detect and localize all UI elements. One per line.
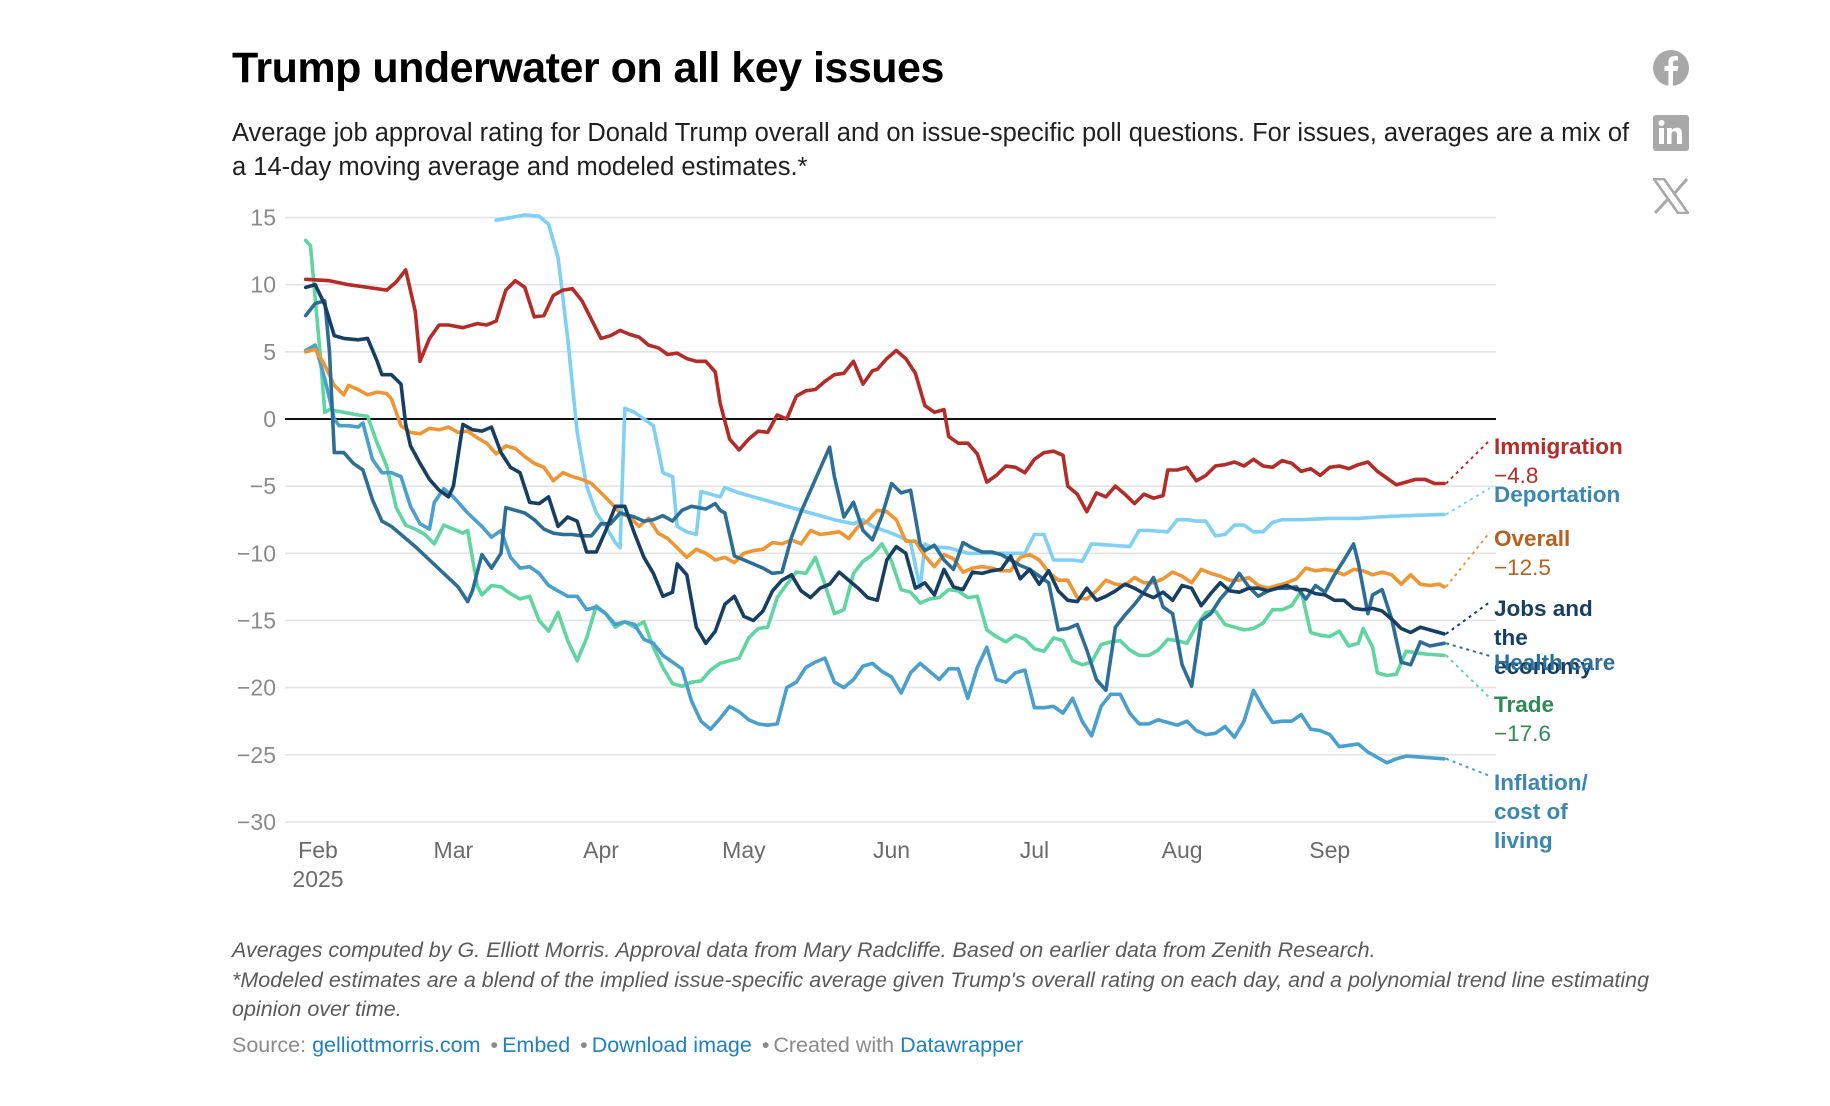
facebook-icon [1653,50,1689,86]
series-line-trade [303,238,1446,689]
y-tick-label: −20 [237,675,276,701]
series-line-jobs-and-the-economy [303,282,1446,646]
x-tick-label: Sep [1309,837,1350,863]
y-tick-label: 0 [263,406,276,432]
separator: • [490,1033,499,1057]
separator: • [761,1033,770,1057]
chart-notes: Averages computed by G. Elliott Morris. … [232,936,1702,1025]
x-twitter-icon [1653,178,1689,214]
linkedin-icon [1653,115,1689,151]
x-tick-label: May [722,837,766,863]
embed-link[interactable]: Embed [502,1033,571,1057]
source-link[interactable]: gelliottmorris.com [312,1033,481,1057]
series-label-inflation-cost-of-living: living [1494,828,1553,853]
series-label-inflation-cost-of-living: cost of [1494,799,1568,824]
x-tick-label: Jul [1020,837,1049,863]
series-label-deportation: Deportation [1494,482,1620,507]
series-line-deportation [494,213,1446,590]
y-tick-label: 5 [263,339,276,365]
note-credits: Averages computed by G. Elliott Morris. … [232,938,1376,962]
note-modeled-estimates: *Modeled estimates are a blend of the im… [232,967,1650,1022]
series-line-immigration [303,268,1446,514]
x-tick-label: Aug [1162,837,1203,863]
separator: • [580,1033,588,1057]
series-label-immigration: Immigration [1494,434,1623,459]
y-tick-label: −30 [237,809,276,835]
series-line-inflation-cost-of-living [303,343,1446,765]
x-tick-year-label: 2025 [292,866,343,892]
series-label-inflation-cost-of-living: Inflation/ [1494,770,1588,795]
label-connector-immigration [1445,439,1491,485]
source-label: Source: [232,1033,307,1057]
label-connector-overall [1445,531,1491,588]
series-lines [303,213,1446,765]
series-label-trade: Trade [1494,692,1554,717]
label-connector-jobs-and-the-economy [1445,601,1491,635]
y-axis: 15 10 5 0 −5 −10 −15 −20 −25 −30 [237,205,276,835]
y-tick-label: 15 [250,205,276,231]
x-tick-label: Jun [873,837,910,863]
y-tick-label: −10 [237,540,276,566]
share-x-button[interactable] [1651,176,1691,216]
share-facebook-button[interactable] [1651,48,1691,88]
created-with-label: Created with [773,1033,895,1057]
chart-title: Trump underwater on all key issues [232,44,944,92]
download-image-link[interactable]: Download image [591,1033,752,1057]
x-tick-label: Mar [434,837,474,863]
y-tick-label: 10 [250,272,276,298]
x-tick-label: Feb [298,837,338,863]
source-line: Source: gelliottmorris.com • Embed • Downl… [232,1033,1023,1058]
label-connector-health-care [1445,642,1491,657]
y-tick-label: −5 [250,473,276,499]
x-tick-label: Apr [583,837,619,863]
datawrapper-link[interactable]: Datawrapper [900,1033,1024,1057]
x-axis: Feb 2025 Mar Apr May Jun Jul Aug Sep [292,837,1350,892]
chart-subtitle: Average job approval rating for Donald T… [232,119,1630,181]
series-value-trade: −17.6 [1494,721,1551,746]
series-label-health-care: Health care [1494,650,1615,675]
series-label-overall: Overall [1494,526,1570,551]
series-value-overall: −12.5 [1494,555,1551,580]
label-connector-inflation-cost-of-living [1445,757,1491,777]
line-chart: 15 10 5 0 −5 −10 −15 −20 −25 −30 Feb 2025 Mar Apr May… [237,205,1623,892]
share-linkedin-button[interactable] [1651,113,1691,153]
series-label-jobs-and-the-economy: the [1494,625,1528,650]
series-line-health-care [303,299,1446,693]
series-label-jobs-and-the-economy: Jobs and [1494,596,1593,621]
label-connector-trade [1445,654,1491,699]
label-connector-deportation [1445,487,1491,516]
y-tick-label: −15 [237,607,276,633]
series-line-overall [303,347,1446,601]
y-tick-label: −25 [237,742,276,768]
series-value-immigration: −4.8 [1494,463,1538,488]
series-label-jobs-and-the-economy: economy [1494,654,1593,679]
